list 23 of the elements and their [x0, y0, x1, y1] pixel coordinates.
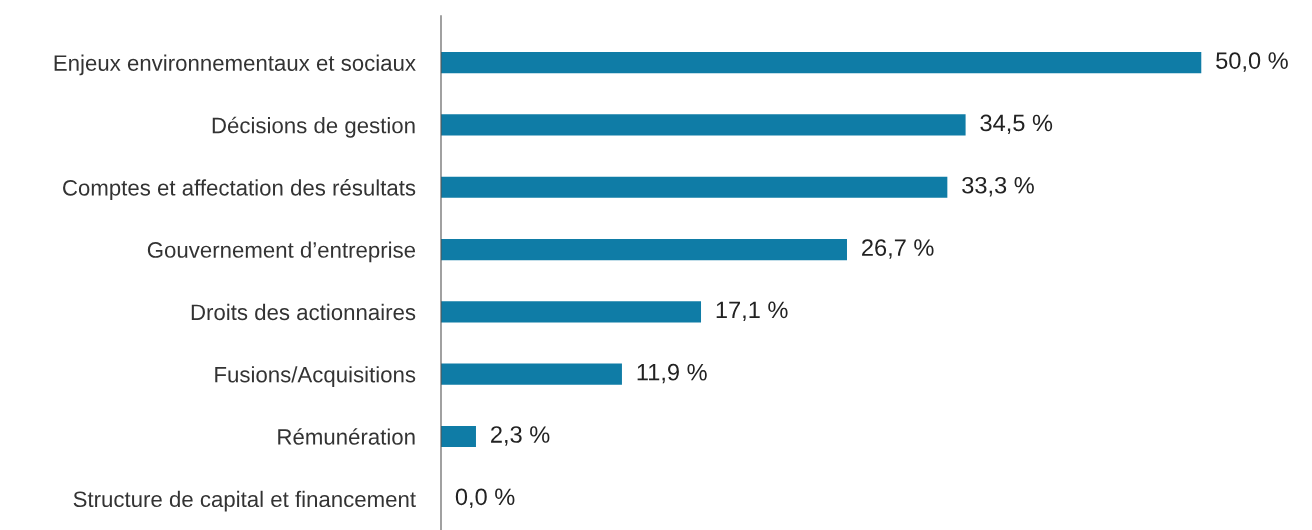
data-label: 2,3 %: [491, 426, 550, 446]
bar: [441, 52, 1202, 74]
y-tick-label: Fusions/Acquisitions: [215, 366, 416, 387]
y-tick-label: Structure de capital et financement: [73, 490, 416, 512]
bar: [441, 176, 948, 198]
y-tick-label: Comptes et affectation des résultats: [63, 179, 416, 201]
data-label: 17,1 %: [716, 301, 788, 322]
bar: [441, 114, 966, 136]
data-label: 33,3 %: [962, 176, 1034, 197]
data-label: 34,5 %: [980, 114, 1053, 135]
y-tick-label: Enjeux environnementaux et sociaux: [54, 54, 416, 76]
data-label: 0,0 %: [455, 488, 515, 508]
y-tick-label: Droits des actionnaires: [191, 303, 416, 321]
data-label: 11,9 %: [637, 363, 707, 384]
bar: [441, 238, 847, 261]
y-tick-label: Gouvernement d’entreprise: [147, 241, 416, 263]
bar: [441, 363, 622, 385]
data-label: 26,7 %: [862, 239, 934, 259]
y-tick-label: Rémunération: [278, 428, 415, 445]
bar: [441, 301, 702, 323]
bar: [441, 425, 476, 448]
data-label: 50,0 %: [1216, 52, 1288, 72]
y-tick-label: Décisions de gestion: [212, 116, 415, 138]
